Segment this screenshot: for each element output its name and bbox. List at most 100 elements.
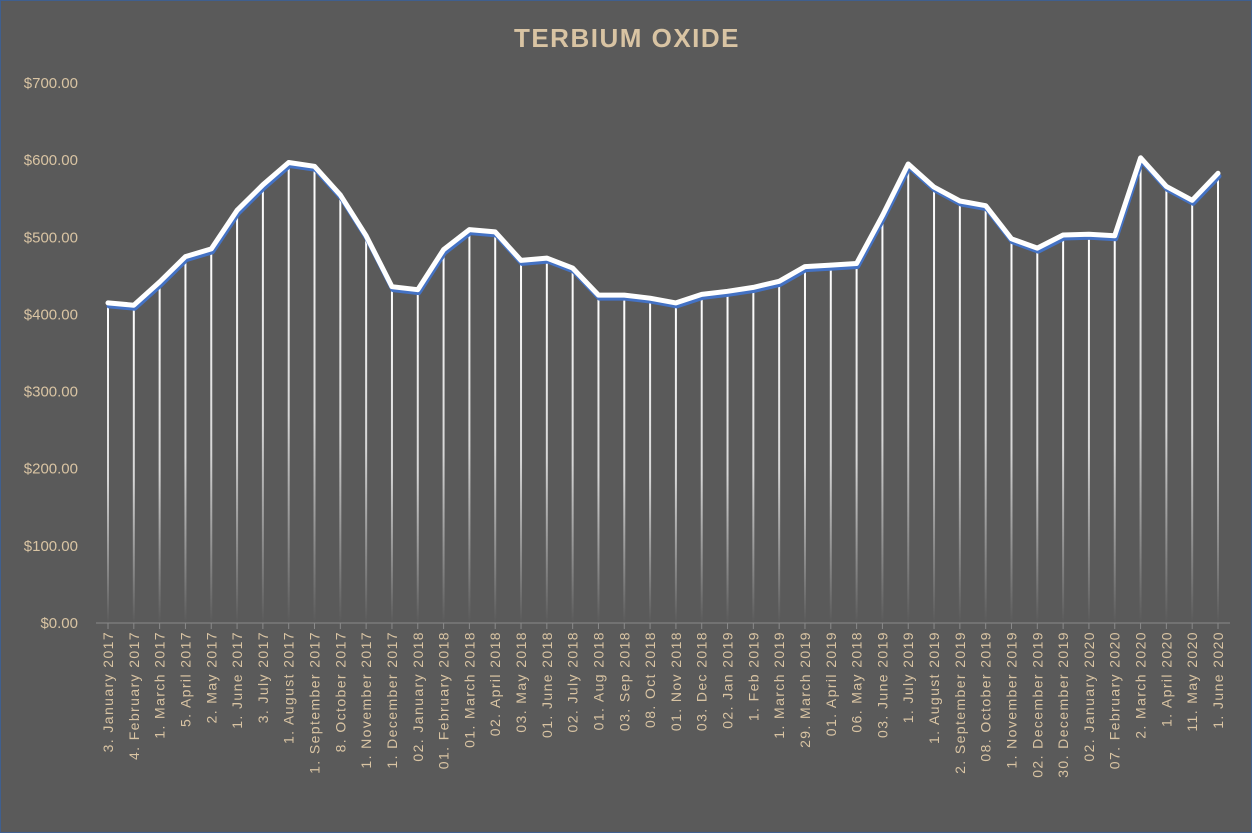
x-tick-label: 01. Nov 2018: [668, 631, 684, 731]
data-point: [183, 254, 188, 259]
x-tick-label: 1. April 2020: [1158, 631, 1174, 727]
data-point: [802, 264, 808, 269]
data-point: [673, 300, 679, 306]
data-point: [854, 261, 859, 266]
x-tick-label: 03. Sep 2018: [616, 631, 632, 731]
drop-line: [313, 166, 316, 624]
data-point: [751, 285, 756, 290]
drop-line: [132, 305, 135, 623]
data-point: [1086, 232, 1092, 237]
x-tick-label: 01. February 2018: [436, 631, 452, 769]
drop-line: [210, 248, 213, 623]
drop-line: [365, 235, 368, 623]
data-point: [570, 265, 575, 271]
data-point: [622, 292, 627, 298]
x-tick-label: 08. Oct 2018: [642, 631, 658, 728]
x-tick-label: 3. January 2017: [100, 631, 116, 752]
drop-line: [416, 289, 419, 623]
x-tick-label: 1. August 2017: [281, 631, 297, 744]
x-tick-label: 02. July 2018: [565, 631, 581, 732]
drop-line: [700, 294, 703, 623]
data-point: [544, 255, 550, 261]
data-point: [828, 262, 833, 268]
x-tick-label: 2. March 2020: [1133, 631, 1149, 739]
x-tick-label: 01. June 2018: [539, 631, 555, 738]
data-point: [389, 284, 395, 289]
x-axis: 3. January 2017 4. February 2017 1. March …: [96, 622, 1230, 778]
x-tick-label: 1. June 2020: [1210, 631, 1226, 729]
x-tick-label: 1. August 2019: [926, 631, 942, 744]
data-point: [699, 292, 704, 297]
x-tick-label: 03. Dec 2018: [694, 631, 710, 731]
drop-line: [236, 210, 239, 624]
drop-line: [649, 298, 652, 623]
drop-line: [984, 205, 987, 623]
x-tick-label: 02. December 2019: [1029, 631, 1045, 778]
x-tick-label: 02. January 2018: [410, 631, 426, 762]
drop-line: [803, 266, 806, 623]
x-tick-label: 1. November 2019: [1003, 631, 1019, 769]
data-point: [1215, 171, 1221, 176]
x-tick-label: 4. February 2017: [126, 631, 142, 760]
drop-line: [158, 282, 161, 623]
data-point: [286, 160, 291, 165]
drop-line: [958, 201, 961, 623]
x-tick-label: 29. March 2019: [797, 631, 813, 748]
drop-line: [468, 229, 471, 624]
drop-line: [623, 295, 626, 623]
y-tick-label: $400.00: [24, 306, 78, 323]
drop-line: [907, 164, 910, 623]
drop-lines: [107, 157, 1219, 624]
x-tick-label: 1. March 2017: [152, 631, 168, 739]
x-tick-label: 03. June 2019: [874, 631, 890, 738]
data-point: [415, 287, 420, 292]
data-point: [1035, 245, 1040, 251]
drop-line: [1165, 186, 1168, 623]
data-point: [312, 164, 317, 169]
x-tick-label: 1. June 2017: [229, 631, 245, 729]
series-shadow: [106, 158, 1222, 311]
data-point: [441, 247, 446, 252]
y-tick-label: $300.00: [24, 384, 78, 401]
x-tick-label: 01. April 2019: [823, 631, 839, 736]
drop-line: [933, 187, 936, 623]
drop-line: [829, 265, 832, 623]
x-tick-label: 06. May 2018: [849, 631, 865, 733]
drop-line: [261, 184, 264, 624]
drop-line: [1191, 200, 1194, 623]
x-tick-label: 03. May 2018: [513, 631, 529, 733]
y-tick-label: $200.00: [24, 461, 78, 478]
drop-line: [494, 231, 497, 623]
drop-line: [520, 260, 523, 623]
drop-line: [1217, 173, 1219, 623]
drop-line: [855, 263, 858, 623]
data-point: [957, 198, 963, 204]
x-tick-label: 11. May 2020: [1184, 631, 1200, 732]
x-tick-label: 08. October 2019: [978, 631, 994, 762]
drop-line: [442, 249, 445, 623]
data-point: [1189, 198, 1195, 203]
y-tick-label: $0.00: [40, 615, 78, 632]
drop-line: [881, 215, 884, 623]
drop-line: [1113, 235, 1116, 623]
drop-line: [390, 286, 393, 623]
x-tick-label: 02. Jan 2019: [720, 631, 736, 729]
drop-line: [571, 268, 574, 623]
data-point: [234, 208, 240, 213]
data-point: [906, 161, 911, 167]
drop-line: [726, 291, 729, 623]
drop-line: [1062, 234, 1065, 623]
x-tick-label: 01. Aug 2018: [590, 631, 606, 730]
drop-line: [674, 302, 677, 623]
data-point: [725, 289, 730, 294]
data-point: [363, 233, 369, 238]
data-point: [493, 229, 498, 235]
drop-line: [597, 295, 600, 623]
drop-line: [1087, 234, 1090, 623]
x-tick-label: 1. December 2017: [384, 631, 400, 769]
drop-line: [752, 287, 755, 623]
x-tick-label: 1. Feb 2019: [745, 631, 761, 721]
data-point: [1138, 155, 1143, 161]
y-tick-label: $100.00: [24, 538, 78, 555]
